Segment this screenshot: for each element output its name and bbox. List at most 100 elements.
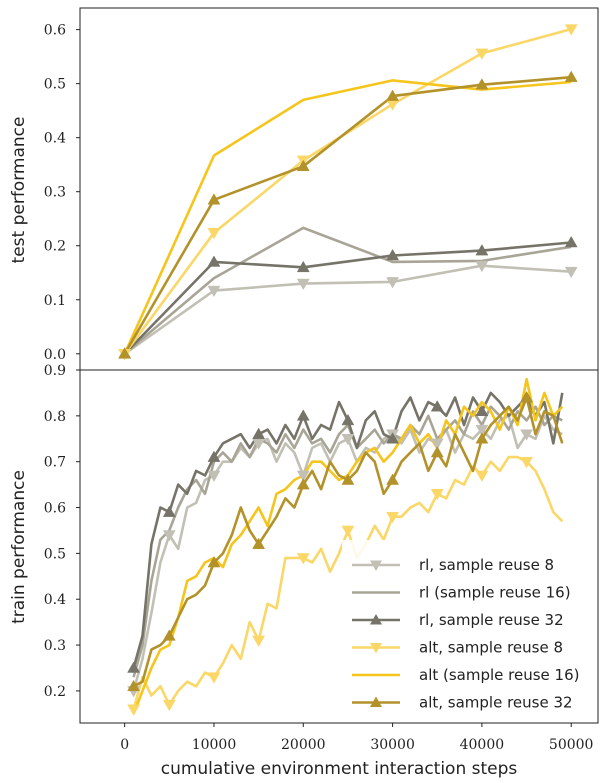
bottom-y-axis-title: train performance (9, 470, 29, 624)
bottom-series-5-point (430, 446, 444, 458)
top-y-tick-label: 0.6 (44, 23, 66, 39)
bottom-series-0-point (296, 470, 310, 482)
top-series-5-point (118, 347, 132, 359)
bottom-series-5-point (520, 391, 533, 403)
top-series-2-point (564, 235, 578, 248)
x-axis-title: cumulative environment interaction steps (161, 759, 518, 779)
bottom-x-tick-label: 50000 (549, 737, 594, 753)
bottom-series-2-point (296, 409, 310, 421)
legend-label-1: rl (sample reuse 16) (419, 584, 571, 602)
bottom-y-ticks: 0.2 0.3 0.4 0.5 0.6 0.7 0.8 0.9 (44, 363, 80, 700)
bottom-series-3-point (127, 704, 141, 716)
top-y-axis-title: test performance (9, 117, 29, 264)
bottom-y-tick-label: 0.4 (44, 592, 66, 608)
bottom-series-2-point (341, 413, 355, 426)
bottom-series-2-point (386, 432, 400, 444)
bottom-panel: 0.2 0.3 0.4 0.5 0.6 0.7 0.8 0.9 0 10000 20000 3000… (9, 363, 599, 779)
bottom-series-3-point (341, 525, 355, 537)
bottom-series-3-point (520, 456, 533, 469)
top-series-5-point (207, 193, 221, 205)
top-y-tick-label: 0.5 (44, 77, 66, 93)
top-series-5-point (296, 159, 310, 172)
top-panel: 0.0 0.1 0.2 0.3 0.4 0.5 0.6 test performance (9, 7, 599, 371)
bottom-x-tick-label: 0 (120, 737, 129, 753)
top-series-0-point (207, 285, 221, 298)
top-series-3-point (475, 48, 489, 60)
top-series-5-point (386, 89, 400, 101)
top-y-tick-label: 0.1 (44, 293, 66, 309)
bottom-series-0-point (475, 424, 489, 437)
legend-marker-0 (370, 560, 382, 571)
bottom-y-tick-label: 0.6 (44, 501, 66, 517)
top-series-line-1 (123, 226, 572, 355)
bottom-x-tick-label: 20000 (281, 737, 326, 753)
bottom-series-5-point (296, 478, 310, 490)
top-series-line-4 (123, 79, 572, 355)
legend-label-0: rl, sample reuse 8 (419, 556, 554, 574)
bottom-y-tick-label: 0.7 (44, 455, 66, 471)
bottom-series-0-point (207, 470, 221, 482)
top-series-3-point (564, 24, 578, 36)
legend-label-5: alt, sample reuse 32 (419, 694, 573, 712)
top-series-5-point (475, 78, 489, 90)
top-y-tick-label: 0.2 (44, 239, 66, 255)
bottom-series-5-point (207, 556, 221, 568)
bottom-series-0-point (341, 434, 355, 446)
bottom-series-0-point (520, 429, 533, 441)
top-y-tick-label: 0.3 (44, 185, 66, 201)
bottom-y-tick-label: 0.5 (44, 546, 66, 562)
legend-label-3: alt, sample reuse 8 (419, 639, 563, 657)
legend: rl, sample reuse 8 rl (sample reuse 16) rl… (342, 540, 592, 712)
top-y-tick-label: 0.4 (44, 131, 66, 147)
bottom-y-tick-label: 0.2 (44, 684, 66, 700)
bottom-series-3-point (162, 699, 176, 712)
bottom-series-2-point (207, 450, 221, 462)
top-series-group (118, 24, 578, 361)
top-series-2-point (386, 248, 400, 261)
top-series-line-5 (123, 75, 572, 355)
top-series-line-2 (123, 241, 572, 355)
top-plot-frame (79, 7, 599, 371)
bottom-series-0-point (430, 438, 444, 450)
bottom-series-2-point (162, 505, 176, 517)
top-y-tick-label: 0.0 (44, 347, 66, 363)
bottom-series-5-point (162, 629, 176, 641)
top-series-0-point (296, 278, 310, 291)
bottom-series-5-point (386, 473, 400, 485)
bottom-series-3-point (475, 470, 489, 482)
bottom-series-3-point (430, 489, 444, 501)
top-series-2-point (296, 260, 310, 273)
bottom-x-tick-label: 30000 (370, 737, 415, 753)
bottom-series-5-point (127, 679, 141, 692)
top-series-2-point (207, 255, 221, 267)
top-series-3-point (386, 99, 400, 111)
bottom-series-group (127, 377, 564, 716)
top-series-0-point (386, 277, 400, 289)
bottom-series-2-point (252, 427, 266, 439)
bottom-series-5-point (475, 432, 489, 444)
bottom-plot-frame (79, 369, 599, 724)
top-series-2-point (475, 244, 489, 256)
top-series-3-point (207, 228, 221, 240)
legend-label-4: alt (sample reuse 16) (419, 666, 580, 684)
legend-marker-2 (370, 614, 382, 625)
legend-marker-5 (370, 696, 382, 707)
legend-marker-3 (370, 643, 382, 654)
bottom-series-3-point (296, 553, 310, 565)
top-series-0-point (475, 260, 489, 273)
legend-label-2: rl, sample reuse 32 (419, 611, 564, 629)
bottom-series-2-point (475, 404, 489, 417)
bottom-series-5-point (341, 473, 355, 485)
top-series-5-point (564, 70, 578, 82)
bottom-series-2-point (430, 400, 444, 412)
bottom-series-0-point (162, 530, 176, 542)
top-series-0-point (564, 266, 578, 279)
top-y-ticks: 0.0 0.1 0.2 0.3 0.4 0.5 0.6 (44, 23, 80, 363)
bottom-x-tick-label: 40000 (460, 737, 505, 753)
bottom-y-tick-label: 0.8 (44, 409, 66, 425)
bottom-x-tick-label: 10000 (192, 737, 237, 753)
bottom-series-3-point (386, 511, 400, 524)
top-series-line-0 (123, 264, 572, 355)
bottom-x-ticks: 0 10000 20000 30000 40000 50000 (120, 723, 593, 753)
